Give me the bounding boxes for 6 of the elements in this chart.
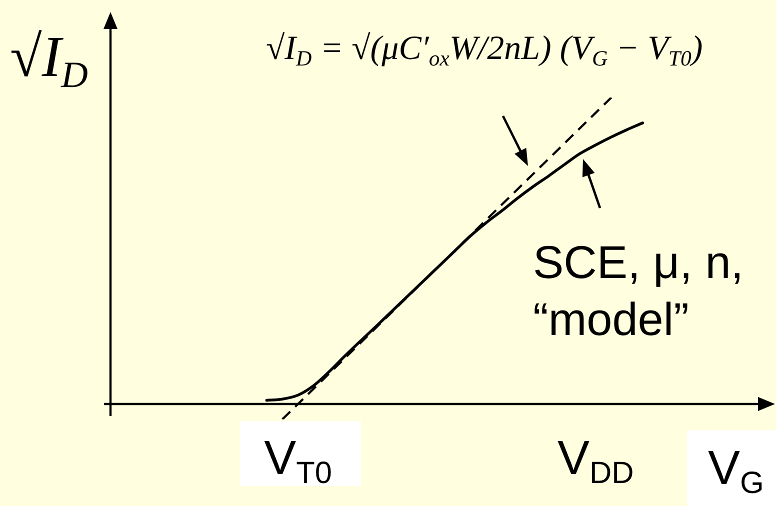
- y-axis-title: √I$_{D}$: [10, 24, 88, 96]
- annotation: SCE, μ, n, “model”: [533, 235, 745, 347]
- x-tick-label: V$_{T0}$: [264, 432, 332, 490]
- text: √I$_{D}$ = √(μC′$_{ox}$W/2nL) (V$_{G}$ − V$_{T0}$): [266, 30, 703, 71]
- x-tick-label: V$_{DD}$: [557, 432, 634, 490]
- x-axis-title: V$_{G}$: [708, 442, 764, 500]
